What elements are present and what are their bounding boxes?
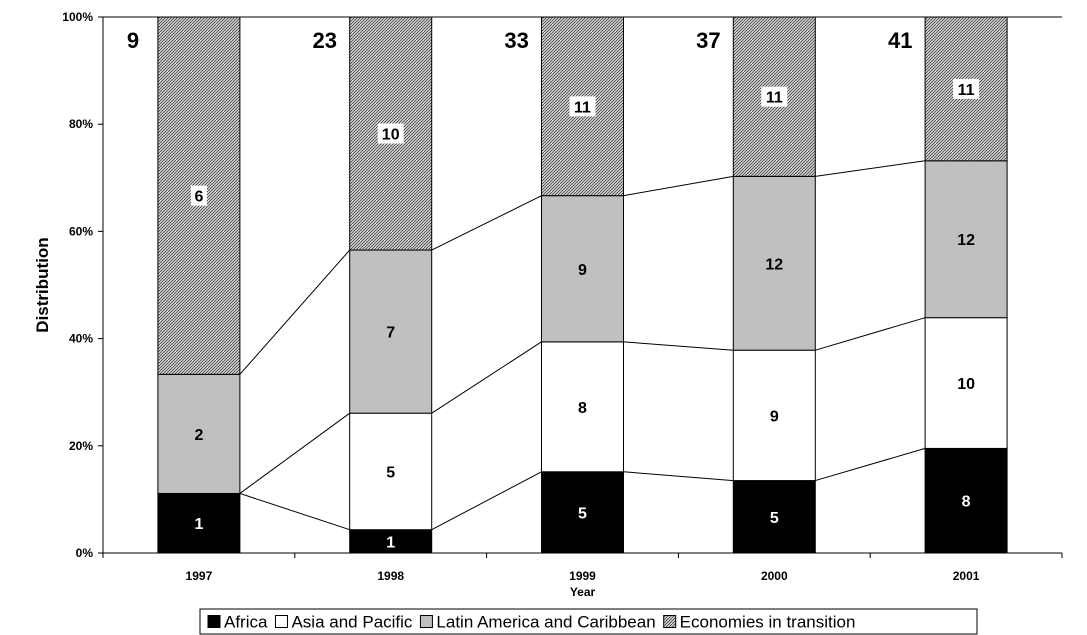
data-label: 5 [386,464,395,481]
bar-segment-2000-3 [732,175,816,351]
x-axis-title: Year [570,585,596,599]
data-label: 5 [770,510,779,527]
legend-swatch-2 [274,615,288,628]
data-label-bg [761,86,788,107]
data-label-bg [569,96,596,117]
series-line [623,471,734,482]
series-line [815,447,926,482]
bar-segment-2000-1 [732,480,816,554]
y-tick-label: 80% [69,117,93,131]
x-tick-label: 1999 [569,569,596,583]
data-label: 5 [578,505,587,522]
data-label: 11 [958,82,975,99]
series-line [623,341,734,351]
series-line [239,249,351,375]
total-label-2001: 41 [888,28,912,53]
series-lines [239,160,926,531]
bar-segment-1997-3 [157,373,241,494]
x-tick-label: 2001 [953,569,980,583]
data-label-bg [377,123,404,144]
legend-swatch-4 [663,615,677,628]
bar-segment-1997-1 [157,492,241,554]
series-line [239,412,350,494]
axes-group: 0%20%40%60%80%100%1997 1998 1999 2000 2001Ye… [33,10,1063,599]
y-axis-title: Distribution [33,237,52,332]
series-line [431,341,542,414]
bar-segment-2001-2 [924,317,1008,449]
series-line [431,195,542,251]
legend: Africa Asia and Pacific Latin America and … [199,608,978,635]
data-label: 8 [578,400,587,417]
legend-label-2: Asia and Pacific [291,613,412,632]
x-tick-label: 1997 [186,569,213,583]
x-tick-label: 2000 [761,569,788,583]
legend-swatch-3 [419,615,433,628]
bar-segment-1999-1 [541,471,624,554]
data-label: 9 [770,408,779,425]
total-label-1997: 9 [127,28,139,53]
data-label: 1 [194,516,203,533]
data-label: 12 [957,232,975,249]
series-line [431,471,542,531]
legend-swatch-1 [207,615,221,628]
y-tick-label: 0% [76,546,94,560]
data-label-bg [190,185,207,206]
y-tick-label: 20% [69,439,93,453]
legend-label-1: Africa [224,613,268,632]
data-label: 10 [382,127,400,144]
data-label: 7 [386,325,395,342]
data-label: 8 [962,494,971,511]
legend-label-4: Economies in transition [680,613,856,632]
bar-segment-1999-2 [541,341,624,473]
total-label-2000: 37 [696,28,720,53]
y-tick-label: 40% [69,332,93,346]
data-label: 6 [194,189,203,206]
data-label-bg [953,78,980,99]
data-label: 9 [578,262,587,279]
data-label: 2 [194,427,203,444]
bar-segment-2000-2 [732,349,816,482]
series-line [239,492,350,531]
total-label-1998: 23 [313,28,337,53]
y-tick-label: 100% [62,10,93,24]
data-label: 11 [766,90,783,107]
y-tick-label: 60% [69,224,93,238]
data-label: 12 [765,256,783,273]
legend-label-3: Latin America and Caribbean [436,613,655,632]
series-line [623,175,734,197]
data-label: 1 [386,534,395,551]
x-tick-label: 1998 [377,569,404,583]
bar-segment-2001-1 [924,447,1008,554]
data-label: 10 [957,376,975,393]
legend-box [199,608,978,635]
data-label: 11 [574,99,591,116]
series-line [815,317,926,351]
series-line [815,160,926,177]
total-label-1999: 33 [504,28,528,53]
bar-segment-1999-3 [541,195,624,343]
